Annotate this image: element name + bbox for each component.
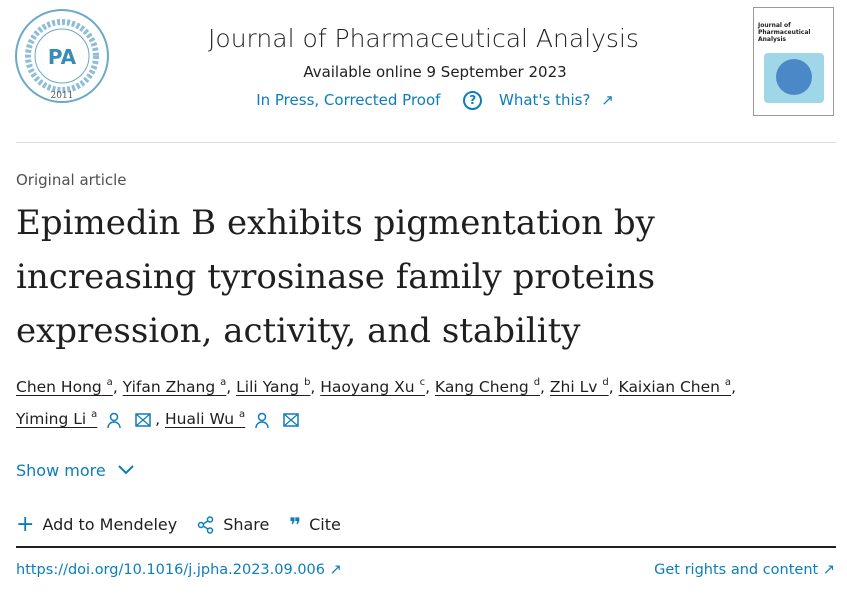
article-type: Original article <box>16 171 127 189</box>
article-actions: + Add to Mendeley Share ❞ Cite <box>16 512 341 537</box>
author-link[interactable]: Yiming Li a <box>16 409 98 428</box>
status-link[interactable]: In Press, Corrected Proof <box>256 91 441 109</box>
email-icon[interactable] <box>135 412 151 427</box>
author-link[interactable]: Haoyang Xu c <box>320 377 426 396</box>
cite-button[interactable]: ❞ Cite <box>289 512 341 537</box>
add-to-mendeley-button[interactable]: + Add to Mendeley <box>16 512 178 537</box>
plus-icon: + <box>16 512 35 537</box>
journal-cover[interactable]: Journal of Pharmaceutical Analysis <box>753 7 834 116</box>
share-icon <box>197 515 214 534</box>
author-link[interactable]: Huali Wu a <box>164 409 246 428</box>
chevron-down-icon <box>118 465 134 475</box>
divider <box>16 142 836 143</box>
author-link[interactable]: Kang Cheng d <box>434 377 541 396</box>
show-more-button[interactable]: Show more <box>16 461 135 480</box>
author-list-line2: Yiming Li a , Huali Wu a <box>16 409 303 428</box>
author-link[interactable]: Yifan Zhang a <box>122 377 227 396</box>
journal-logo[interactable]: PA 2011 <box>14 8 110 104</box>
author-link[interactable]: Lili Yang b <box>236 377 311 396</box>
get-rights-link[interactable]: Get rights and content ↗ <box>654 562 835 578</box>
person-icon[interactable] <box>106 412 122 428</box>
whats-this-link[interactable]: ? What's this? ↗ <box>457 91 614 110</box>
question-icon: ? <box>463 91 483 110</box>
show-more-label: Show more <box>16 461 106 480</box>
share-button[interactable]: Share <box>197 515 269 534</box>
email-icon[interactable] <box>283 412 299 427</box>
article-title: Epimedin B exhibits pigmentation by incr… <box>16 203 656 351</box>
divider <box>16 546 836 548</box>
person-icon[interactable] <box>254 412 270 428</box>
quote-icon: ❞ <box>289 512 302 537</box>
journal-title-text: Journal of Pharmaceutical Analysis <box>208 24 639 53</box>
author-link[interactable]: Chen Hong a <box>16 377 113 396</box>
cover-title: Journal of Pharmaceutical Analysis <box>758 22 811 43</box>
cover-image <box>763 53 824 103</box>
journal-title[interactable]: Journal of Pharmaceutical Analysis <box>0 24 847 53</box>
doi-link[interactable]: https://doi.org/10.1016/j.jpha.2023.09.0… <box>16 562 342 578</box>
author-list-line1: Chen Hong a, Yifan Zhang a, Lili Yang b,… <box>16 377 736 396</box>
svg-text:PA: PA <box>48 45 77 69</box>
svg-text:2011: 2011 <box>51 91 74 101</box>
article-status: In Press, Corrected Proof ? What's this?… <box>215 91 655 110</box>
author-link[interactable]: Kaixian Chen a <box>618 377 732 396</box>
author-link[interactable]: Zhi Lv d <box>549 377 609 396</box>
available-online: Available online 9 September 2023 <box>303 63 567 81</box>
